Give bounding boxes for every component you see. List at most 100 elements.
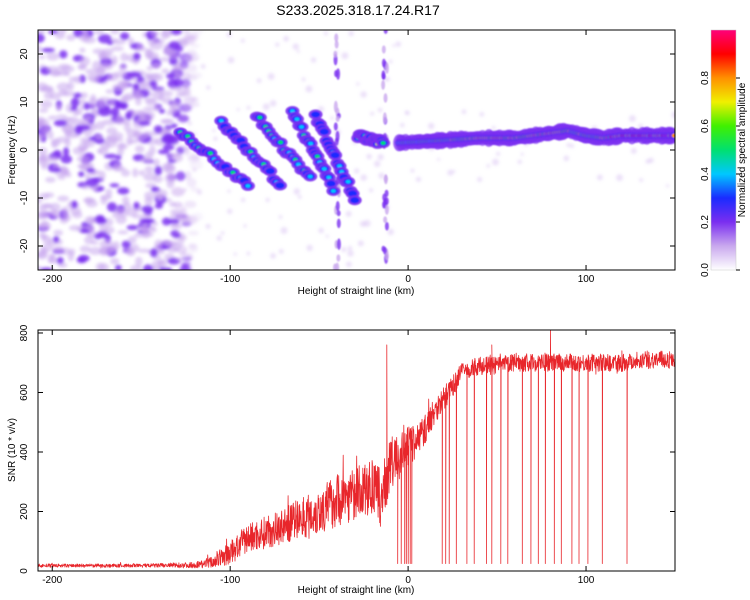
noise-blob	[90, 93, 97, 103]
noise-blob	[39, 267, 53, 270]
vertical-streak-blob	[335, 262, 340, 270]
noise-blob	[159, 267, 166, 270]
noise-dot	[388, 59, 393, 64]
noise-blob	[47, 255, 56, 263]
noise-blob	[183, 86, 191, 96]
noise-blob	[169, 57, 178, 66]
noise-blob	[127, 236, 137, 244]
noise-dot	[428, 122, 435, 130]
noise-blob	[162, 144, 175, 151]
noise-blob	[144, 166, 154, 174]
vertical-streak-blob	[383, 93, 388, 103]
noise-blob	[100, 195, 108, 205]
noise-blob	[106, 40, 114, 46]
noise-blob	[175, 171, 186, 181]
noise-blob	[66, 34, 76, 41]
noise-dot	[318, 227, 324, 234]
noise-dot	[356, 82, 360, 86]
vertical-streak-blob	[333, 50, 338, 58]
noise-blob	[47, 89, 55, 94]
noise-blob	[163, 133, 174, 142]
noise-dot	[183, 36, 189, 42]
striation-peak	[245, 184, 251, 188]
noise-dot	[404, 110, 409, 115]
spectrogram-y-ticks: -20 -10 0 10 20	[19, 48, 675, 253]
vertical-streak-blob	[333, 100, 338, 113]
noise-blob	[55, 32, 65, 40]
noise-blob	[126, 224, 139, 231]
noise-blob	[109, 99, 116, 106]
noise-dot	[491, 125, 496, 130]
snr-panel: -200 -100 0 100 0 200 400 600 800 Height of str…	[7, 324, 676, 596]
main-line-core	[671, 133, 675, 138]
noise-blob	[38, 146, 48, 156]
noise-blob	[86, 200, 98, 208]
noise-dot	[666, 184, 670, 188]
noise-blob	[42, 125, 50, 136]
noise-blob	[110, 107, 120, 117]
noise-blob	[120, 52, 129, 62]
y-tick-label: 400	[19, 443, 30, 460]
striation-peak	[336, 164, 342, 168]
x-tick-label: -200	[42, 575, 62, 586]
noise-blob	[143, 106, 156, 111]
noise-blob	[109, 183, 120, 188]
striation-core	[326, 180, 336, 187]
noise-dot	[323, 31, 328, 36]
noise-blob	[62, 213, 72, 222]
noise-dot	[200, 63, 206, 69]
noise-dot	[243, 224, 247, 228]
noise-blob	[172, 78, 184, 88]
noise-blob	[110, 244, 121, 250]
noise-blob	[168, 101, 177, 110]
noise-blob	[67, 81, 75, 91]
striation-peak	[299, 125, 305, 129]
noise-blob	[187, 230, 199, 236]
noise-blob	[161, 162, 175, 172]
noise-blob	[74, 125, 83, 135]
noise-blob	[63, 146, 70, 157]
noise-blob	[38, 108, 49, 113]
noise-blob	[172, 233, 182, 238]
x-tick-label: -200	[42, 274, 62, 285]
noise-dot	[368, 188, 374, 193]
noise-blob	[136, 226, 147, 232]
noise-dot	[278, 215, 283, 219]
noise-blob	[125, 112, 133, 120]
noise-blob	[61, 206, 69, 215]
striation-core	[311, 111, 321, 118]
noise-blob	[100, 141, 111, 151]
noise-blob	[47, 30, 59, 35]
noise-dot	[296, 49, 300, 53]
noise-blob	[98, 52, 107, 58]
noise-blob	[141, 32, 149, 38]
noise-blob	[121, 95, 133, 102]
noise-dot	[345, 261, 352, 268]
noise-blob	[84, 173, 91, 179]
noise-blob	[169, 201, 177, 207]
noise-blob	[160, 30, 170, 40]
noise-dot	[192, 167, 197, 172]
noise-blob	[163, 240, 178, 247]
noise-blob	[93, 30, 104, 35]
noise-blob	[122, 195, 130, 206]
noise-dot	[639, 178, 644, 182]
y-tick-label: 200	[19, 503, 30, 520]
noise-blob	[141, 205, 154, 213]
noise-blob	[144, 191, 156, 201]
noise-blob	[163, 49, 171, 55]
noise-dot	[370, 111, 375, 116]
noise-blob	[65, 117, 74, 127]
noise-dot	[477, 176, 483, 183]
noise-blob	[181, 256, 192, 262]
noise-blob	[143, 97, 157, 103]
noise-blob	[59, 50, 68, 59]
vertical-streak-blob	[334, 33, 339, 43]
snr-background	[38, 330, 675, 571]
noise-blob	[96, 186, 105, 191]
noise-blob	[118, 64, 127, 72]
noise-blob	[149, 80, 158, 88]
noise-blob	[103, 153, 118, 159]
noise-blob	[105, 188, 113, 198]
noise-blob	[133, 201, 140, 210]
